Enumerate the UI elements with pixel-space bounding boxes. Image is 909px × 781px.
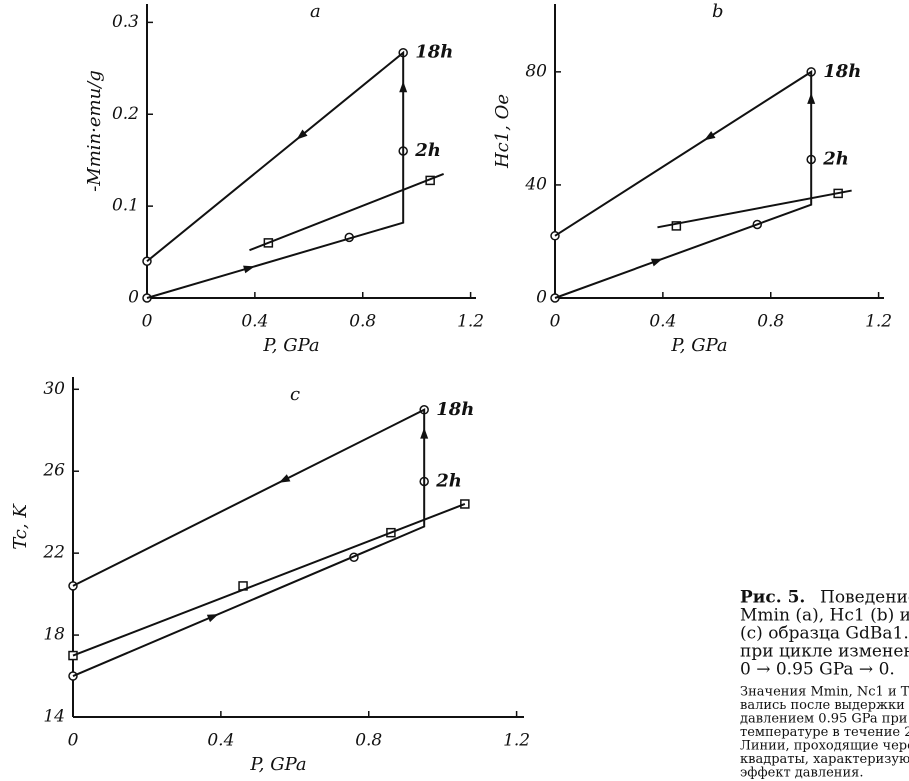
y-tick-label: 22	[42, 543, 65, 563]
x-tick-label: 1.2	[865, 312, 892, 332]
caption-note: Линии, проходящие через с	[740, 739, 909, 754]
y-tick-label: 30	[43, 379, 65, 399]
panel-title: b	[712, 1, 724, 22]
arrow-head	[399, 81, 408, 93]
point-label: 18h	[415, 42, 453, 63]
x-axis-label: P, GPa	[670, 335, 727, 356]
caption-note: давлением 0.95 GPa при ком	[740, 712, 909, 727]
y-tick-label: 14	[43, 707, 65, 727]
y-axis-label: -Mmin·emu/g	[84, 70, 105, 192]
point-label: 18h	[823, 61, 861, 82]
y-axis-label: Tc, K	[10, 503, 31, 550]
arrow-head	[420, 427, 429, 439]
arrow-head	[278, 474, 291, 483]
y-tick-label: 40	[524, 174, 547, 194]
x-axis-label: P, GPa	[249, 754, 306, 775]
point-label: 2h	[822, 148, 849, 169]
y-axis-label: Hc1, Oe	[492, 94, 513, 169]
caption-line: (c) образца GdBa1.5Sr0.5Cu	[740, 624, 909, 644]
x-tick-label: 0	[550, 312, 561, 332]
y-tick-label: 0.1	[112, 196, 139, 216]
point-label: 18h	[436, 399, 474, 420]
curve	[554, 70, 813, 299]
panel-title: c	[290, 384, 300, 405]
x-tick-label: 0	[142, 312, 153, 332]
point-label: 2h	[414, 140, 441, 161]
arrow-head	[243, 265, 255, 274]
x-tick-label: 0.8	[757, 312, 784, 332]
arrow-head	[206, 614, 219, 623]
point-label: 2h	[435, 470, 462, 491]
curve	[657, 189, 852, 229]
caption-note: Значения Mmin, Nc1 и Tc фи	[740, 685, 909, 700]
panel-title: a	[310, 1, 321, 22]
y-tick-label: 0.3	[112, 12, 139, 32]
caption-note: квадраты, характеризуют ист	[740, 752, 909, 767]
x-tick-label: 1.2	[503, 731, 530, 751]
caption-line: Mmin (a), Hc1 (b) и	[740, 606, 909, 626]
arrow-head	[807, 92, 816, 104]
y-tick-label: 0	[536, 288, 547, 308]
y-tick-label: 18	[43, 625, 65, 645]
x-tick-label: 0.4	[241, 312, 268, 332]
arrow-head	[650, 258, 663, 267]
caption-line: при цикле изменения дав	[740, 642, 909, 662]
caption-note: вались после выдержки образ	[740, 698, 909, 713]
x-tick-label: 0.8	[355, 731, 382, 751]
caption-note: эффект давления.	[740, 766, 863, 781]
curve	[146, 50, 405, 299]
y-tick-label: 0	[128, 288, 139, 308]
x-tick-label: 0.4	[207, 731, 234, 751]
x-tick-label: 0.4	[649, 312, 676, 332]
caption-note: температуре в течение 2 и	[740, 725, 909, 740]
x-tick-label: 1.2	[457, 312, 484, 332]
arrow-head	[296, 129, 308, 140]
x-tick-label: 0.8	[349, 312, 376, 332]
curve	[72, 503, 466, 657]
curve	[249, 173, 445, 252]
caption-line: Поведение парам	[820, 588, 909, 608]
caption-bold: Рис. 5.	[740, 588, 805, 608]
curve	[72, 408, 426, 677]
x-axis-label: P, GPa	[262, 335, 319, 356]
x-tick-label: 0	[68, 731, 79, 751]
y-tick-label: 0.2	[112, 104, 139, 124]
caption-line: 0 → 0.95 GPa → 0.	[740, 660, 895, 680]
y-tick-label: 80	[525, 61, 547, 81]
arrow-head	[704, 131, 716, 141]
y-tick-label: 26	[42, 461, 65, 481]
point	[671, 221, 682, 231]
